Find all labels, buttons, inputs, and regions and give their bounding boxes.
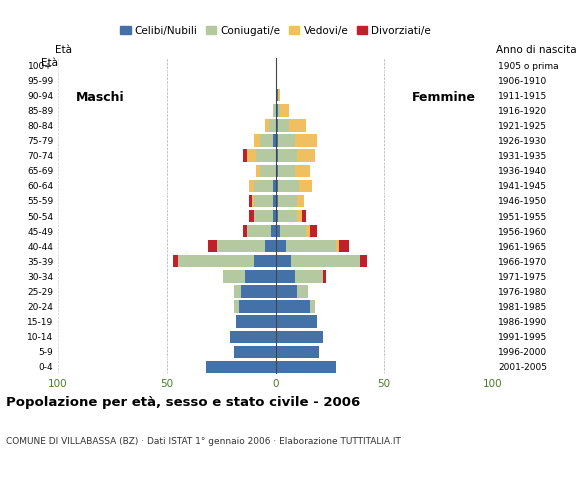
Text: Età: Età <box>41 58 57 68</box>
Bar <box>297 285 308 298</box>
Bar <box>291 255 360 267</box>
Bar <box>276 210 278 222</box>
Bar <box>254 210 273 222</box>
Bar <box>276 195 278 207</box>
Bar <box>256 149 276 162</box>
Bar <box>276 180 278 192</box>
Bar <box>247 225 271 237</box>
Bar <box>234 285 241 298</box>
Bar <box>276 134 278 147</box>
Bar <box>276 149 278 162</box>
Bar <box>249 180 254 192</box>
Bar <box>299 180 313 192</box>
Bar <box>206 360 276 373</box>
Bar <box>273 195 276 207</box>
Bar <box>278 180 299 192</box>
Bar <box>276 346 319 358</box>
Bar <box>256 165 260 177</box>
Bar <box>217 240 264 252</box>
Bar <box>241 285 276 298</box>
Bar <box>243 149 247 162</box>
Text: Maschi: Maschi <box>75 91 124 104</box>
Text: COMUNE DI VILLABASSA (BZ) · Dati ISTAT 1° gennaio 2006 · Elaborazione TUTTITALIA: COMUNE DI VILLABASSA (BZ) · Dati ISTAT 1… <box>6 437 401 446</box>
Bar <box>254 180 273 192</box>
Bar <box>276 285 297 298</box>
Bar <box>269 120 276 132</box>
Bar <box>230 331 276 343</box>
Bar <box>276 331 324 343</box>
Bar <box>264 240 276 252</box>
Bar <box>360 255 367 267</box>
Bar <box>295 270 323 283</box>
Bar <box>278 165 295 177</box>
Bar <box>253 134 260 147</box>
Bar <box>273 180 276 192</box>
Bar <box>276 240 287 252</box>
Legend: Celibi/Nubili, Coniugati/e, Vedovi/e, Divorziati/e: Celibi/Nubili, Coniugati/e, Vedovi/e, Di… <box>116 22 435 40</box>
Bar <box>310 300 315 312</box>
Bar <box>260 134 273 147</box>
Bar <box>238 300 276 312</box>
Bar <box>295 134 317 147</box>
Bar <box>273 104 276 117</box>
Bar <box>276 300 310 312</box>
Bar <box>310 225 317 237</box>
Bar <box>276 255 291 267</box>
Text: Anno di nascita: Anno di nascita <box>496 45 577 55</box>
Bar <box>173 255 177 267</box>
Bar <box>276 270 295 283</box>
Bar <box>254 255 276 267</box>
Bar <box>254 195 273 207</box>
Bar <box>295 165 310 177</box>
Bar <box>247 149 256 162</box>
Bar <box>276 360 336 373</box>
Bar <box>252 195 254 207</box>
Bar <box>237 315 276 328</box>
Bar <box>276 165 278 177</box>
Bar <box>276 89 278 101</box>
Bar <box>276 120 278 132</box>
Bar <box>278 89 280 101</box>
Bar <box>278 149 297 162</box>
Bar <box>208 240 217 252</box>
Bar <box>260 165 276 177</box>
Bar <box>278 120 289 132</box>
Bar <box>278 195 297 207</box>
Bar <box>276 104 278 117</box>
Bar <box>278 210 297 222</box>
Bar <box>336 240 339 252</box>
Bar <box>297 210 302 222</box>
Bar <box>276 315 317 328</box>
Bar <box>177 255 254 267</box>
Bar <box>278 134 295 147</box>
Bar <box>297 195 304 207</box>
Bar <box>289 120 306 132</box>
Text: Età: Età <box>55 45 72 55</box>
Bar <box>280 104 289 117</box>
Bar <box>271 225 276 237</box>
Bar <box>339 240 349 252</box>
Bar <box>306 225 310 237</box>
Bar <box>249 210 254 222</box>
Bar <box>273 134 276 147</box>
Text: Popolazione per età, sesso e stato civile - 2006: Popolazione per età, sesso e stato civil… <box>6 396 360 409</box>
Bar <box>273 210 276 222</box>
Bar <box>276 225 280 237</box>
Text: Femmine: Femmine <box>412 91 476 104</box>
Bar <box>287 240 336 252</box>
Bar <box>297 149 314 162</box>
Bar <box>243 225 247 237</box>
Bar <box>234 300 238 312</box>
Bar <box>264 120 269 132</box>
Bar <box>249 195 252 207</box>
Bar <box>302 210 306 222</box>
Bar <box>245 270 276 283</box>
Bar <box>280 225 306 237</box>
Bar <box>223 270 245 283</box>
Bar <box>278 104 280 117</box>
Bar <box>234 346 276 358</box>
Bar <box>324 270 325 283</box>
